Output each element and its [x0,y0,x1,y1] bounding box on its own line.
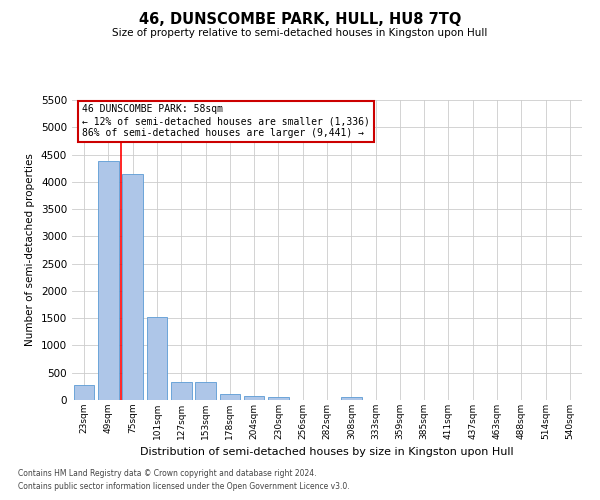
Bar [122,174,143,400]
Bar [98,161,119,400]
Text: 46 DUNSCOMBE PARK: 58sqm
← 12% of semi-detached houses are smaller (1,336)
86% o: 46 DUNSCOMBE PARK: 58sqm ← 12% of semi-d… [82,104,370,138]
Y-axis label: Number of semi-detached properties: Number of semi-detached properties [25,154,35,346]
Text: 46, DUNSCOMBE PARK, HULL, HU8 7TQ: 46, DUNSCOMBE PARK, HULL, HU8 7TQ [139,12,461,28]
Bar [195,382,216,400]
X-axis label: Distribution of semi-detached houses by size in Kingston upon Hull: Distribution of semi-detached houses by … [140,448,514,458]
Bar [220,394,240,400]
Text: Contains HM Land Registry data © Crown copyright and database right 2024.: Contains HM Land Registry data © Crown c… [18,468,317,477]
Bar [341,397,362,400]
Bar [146,316,167,400]
Bar [268,397,289,400]
Bar [244,396,265,400]
Text: Size of property relative to semi-detached houses in Kingston upon Hull: Size of property relative to semi-detach… [112,28,488,38]
Text: Contains public sector information licensed under the Open Government Licence v3: Contains public sector information licen… [18,482,350,491]
Bar [74,386,94,400]
Bar [171,382,191,400]
